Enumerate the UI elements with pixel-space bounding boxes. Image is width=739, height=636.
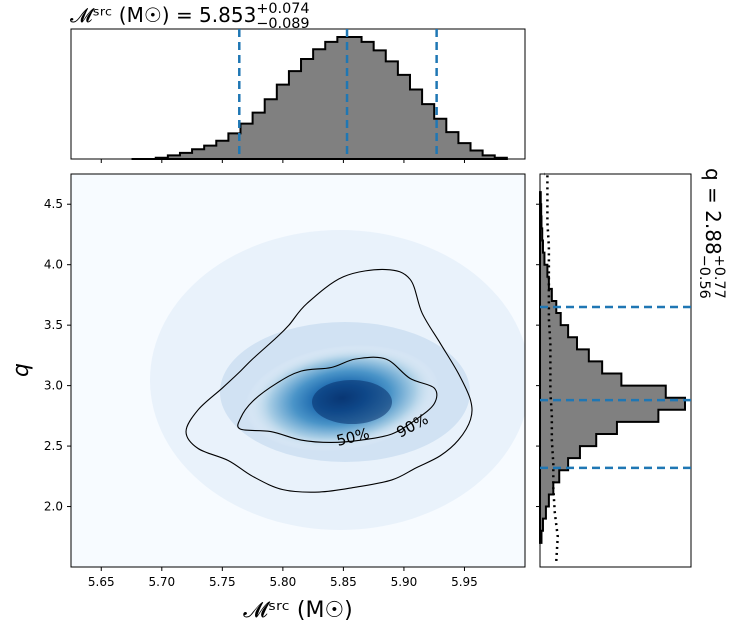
top-x-ticks	[100, 159, 465, 163]
y-tick-label: 4.0	[44, 258, 63, 272]
y-tick-label: 2.5	[44, 439, 63, 453]
right-title: q = 2.88+0.77−0.56	[696, 168, 727, 299]
contour-50	[237, 356, 438, 443]
right-prior-curve	[544, 172, 560, 562]
top-histogram	[131, 36, 508, 160]
y-tick-label: 4.5	[44, 197, 63, 211]
y-tick-label: 3.0	[44, 379, 63, 393]
main-y-ticks: 2.0 2.5 3.0 3.5 4.0 4.5	[44, 197, 71, 514]
right-y-ticks	[536, 203, 540, 508]
main-panel-frame	[70, 173, 526, 568]
x-tick-label: 5.80	[270, 575, 297, 589]
x-tick-label: 5.75	[209, 575, 236, 589]
x-tick-label: 5.95	[451, 575, 478, 589]
right-histogram	[539, 191, 686, 544]
y-tick-label: 3.5	[44, 318, 63, 332]
heatmap-density-core	[312, 380, 392, 424]
right-marginal-panel: q = 2.88+0.77−0.56	[536, 168, 727, 568]
x-tick-label: 5.70	[148, 575, 175, 589]
x-tick-label: 5.85	[330, 575, 357, 589]
contour-90	[185, 268, 473, 493]
top-title: 𝓜ˢʳᶜ (M☉) = 5.853+0.074 −0.089	[70, 1, 310, 32]
y-tick-label: 2.0	[44, 500, 63, 514]
x-axis-label: 𝓜ˢʳᶜ (M☉)	[243, 598, 353, 623]
x-tick-label: 5.65	[88, 575, 115, 589]
joint-panel: 50% 90% 5.65 5.70 5.75 5.80 5.85 5.90 5.95 2.0…	[9, 173, 526, 623]
top-marginal-panel: 𝓜ˢʳᶜ (M☉) = 5.853+0.074 −0.089	[70, 1, 526, 163]
top-dashed-lines	[238, 29, 438, 159]
main-x-ticks: 5.65 5.70 5.75 5.80 5.85 5.90 5.95	[88, 567, 478, 589]
x-tick-label: 5.90	[391, 575, 418, 589]
y-axis-label: q	[9, 363, 34, 377]
